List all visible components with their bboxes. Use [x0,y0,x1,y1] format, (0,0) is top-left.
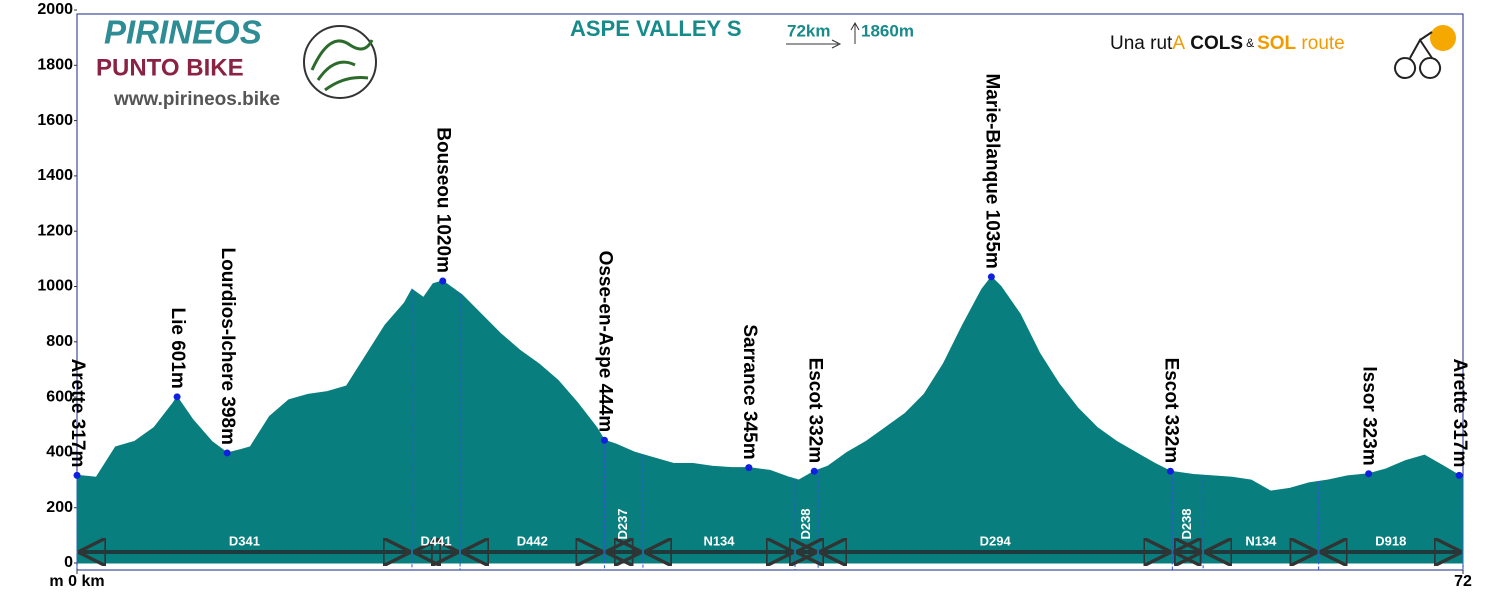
logo-url: www.pirineos.bike [113,89,280,110]
waypoint-label: Marie-Blanque 1035m [981,73,1002,268]
waypoint-label: Osse-en-Aspe 444m [594,251,615,433]
waypoint [223,449,231,457]
waypoint [73,471,81,479]
y-tick-label: 1000 [37,278,73,295]
segment-label: D294 [980,533,1012,548]
brand-sun [1430,25,1456,51]
waypoint-label: Bouseou 1020m [433,127,454,273]
logo-name: PIRINEOS [104,14,262,51]
segment-label: N134 [1245,533,1277,548]
ascent: 1860m [861,21,914,40]
segment-label: D918 [1375,533,1406,548]
waypoint-label: Escot 332m [1160,358,1181,464]
ascent-arrow [850,21,860,44]
waypoint [1365,470,1373,478]
y-tick-label: 1800 [37,57,73,74]
x-tick-label: m 0 km [49,573,104,590]
brand-part: A [1172,33,1185,54]
segment-label: D238 [1179,508,1194,539]
logo-icon-lines [310,39,374,92]
waypoint [439,277,447,285]
distance-arrow [786,39,842,49]
segment-label: D441 [420,533,451,548]
header: ASPE VALLEY S 72km 1860m [570,16,914,49]
brand-bike [1394,31,1442,79]
waypoint-label: Escot 332m [804,358,825,464]
brand-part: SOL [1257,33,1296,54]
waypoint [810,467,818,475]
plot-area: 0 200 400 600 800 1000 1200 1400 1600 1800 2000 m 0… [37,1,1472,590]
brand: Una rutA COLS & SOL route [1110,25,1456,79]
segment-label: D238 [798,508,813,539]
waypoint-label: Lourdios-Ichere 398m [217,247,238,444]
brand-part: route [1296,33,1345,54]
segment-label: D237 [615,508,630,539]
brand-part: Una rut [1110,33,1173,54]
waypoint [1455,471,1463,479]
x-tick-label: 72 [1454,573,1472,590]
brand-part: COLS [1185,33,1243,54]
waypoint [173,393,181,401]
segment-label: N134 [703,533,735,548]
waypoint-label: Issor 323m [1359,366,1380,465]
brand-part: & [1246,36,1254,50]
y-tick-label: 0 [64,554,73,571]
waypoint-label: Lie 601m [167,307,188,388]
segment-label: D442 [517,533,548,548]
waypoint [1166,467,1174,475]
waypoint [600,436,608,444]
y-tick-label: 1600 [37,112,73,129]
segment-label: D341 [229,533,260,548]
y-tick-label: 200 [46,499,73,516]
logo-subname: PUNTO BIKE [96,54,244,81]
y-tick-label: 600 [46,388,73,405]
y-tick-label: 1200 [37,222,73,239]
waypoint [987,273,995,281]
y-tick-label: 400 [46,444,73,461]
y-tick-label: 2000 [37,1,73,18]
logo: PIRINEOS PUNTO BIKE www.pirineos.bike [96,14,377,110]
waypoint-label: Arette 317m [67,359,88,468]
waypoint-label: Sarrance 345m [739,324,760,459]
waypoint [745,464,753,472]
brand-text: Una rutA COLS & SOL route [1110,33,1345,54]
y-tick-label: 1400 [37,167,73,184]
waypoint-label: Arette 317m [1449,359,1470,468]
y-tick-label: 800 [46,333,73,350]
distance: 72km [787,21,830,40]
elevation-area [76,276,1464,564]
chart-title: ASPE VALLEY S [570,16,742,41]
